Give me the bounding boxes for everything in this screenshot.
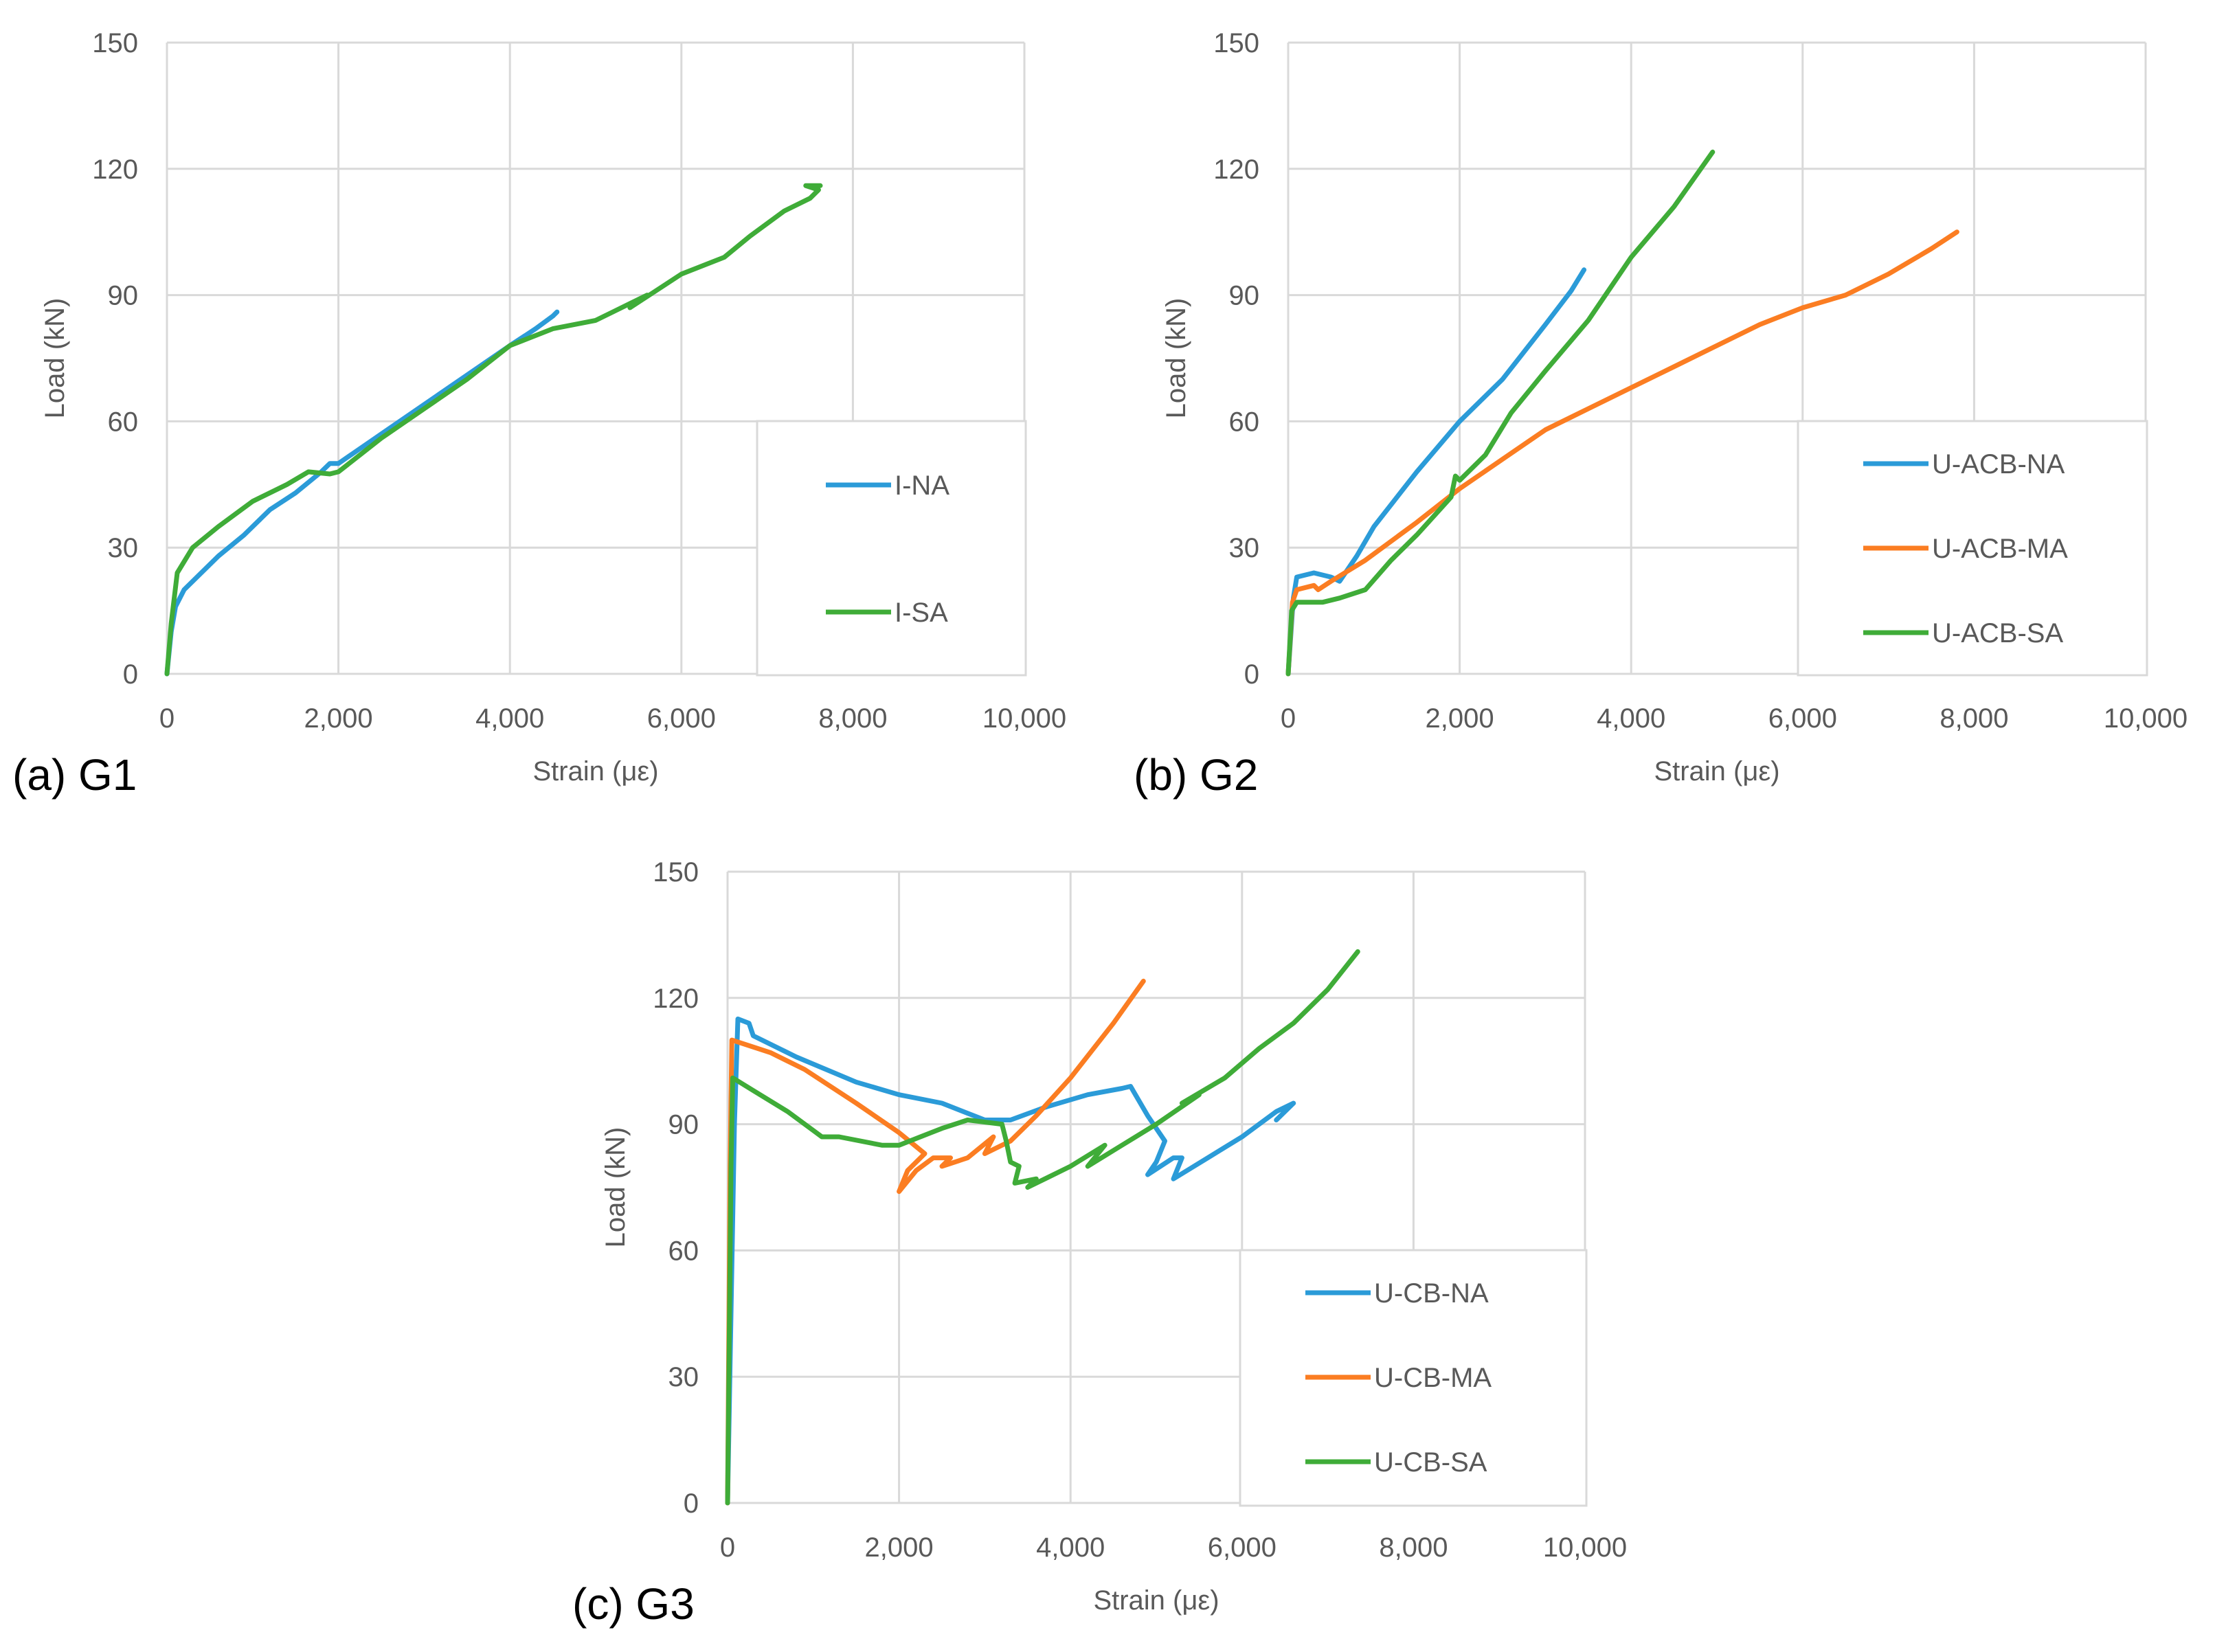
y-tick-label: 60 [1229, 407, 1260, 437]
series-line-i-na [164, 309, 560, 677]
x-tick-label: 10,000 [1543, 1532, 1627, 1563]
x-tick-label: 8,000 [1379, 1532, 1448, 1563]
y-axis-title: Load (kN) [40, 298, 70, 419]
series-line-u-cb-ma [725, 978, 1146, 1506]
series-line-u-acb-na [1285, 267, 1587, 677]
series-line-u-acb-sa [1285, 149, 1716, 677]
x-tick-label: 10,000 [2104, 703, 2188, 734]
legend-label: U-CB-NA [1374, 1278, 1489, 1309]
x-tick-label: 0 [720, 1532, 735, 1563]
x-tick-label: 10,000 [982, 703, 1066, 734]
legend-label: I-NA [895, 471, 949, 501]
y-tick-label: 90 [668, 1110, 699, 1140]
y-axis-title: Load (kN) [600, 1127, 631, 1248]
y-tick-label: 30 [1229, 533, 1260, 563]
x-tick-label: 4,000 [475, 703, 544, 734]
x-axis-title: Strain (με) [1654, 756, 1779, 787]
y-tick-label: 120 [1213, 155, 1259, 185]
legend-label: U-ACB-NA [1932, 449, 2065, 479]
y-tick-label: 0 [123, 659, 138, 690]
x-tick-label: 4,000 [1597, 703, 1665, 734]
y-tick-label: 150 [653, 857, 699, 887]
series-line-u-acb-ma [1285, 229, 1959, 677]
x-axis-title: Strain (με) [1093, 1585, 1219, 1616]
y-tick-label: 90 [108, 281, 139, 311]
x-axis-title: Strain (με) [532, 756, 658, 787]
y-axis-title: Load (kN) [1161, 298, 1191, 419]
legend-label: U-ACB-SA [1932, 618, 2063, 648]
x-tick-label: 2,000 [1426, 703, 1494, 734]
panel-label: (c) G3 [572, 1579, 695, 1629]
y-tick-label: 30 [668, 1362, 699, 1392]
x-tick-label: 2,000 [865, 1532, 934, 1563]
legend-label: I-SA [895, 598, 948, 628]
legend-box [756, 420, 1027, 677]
series-line-u-cb-na [725, 1016, 1296, 1506]
y-tick-label: 30 [108, 533, 139, 563]
y-tick-label: 90 [1229, 281, 1260, 311]
x-tick-label: 0 [159, 703, 175, 734]
x-tick-label: 4,000 [1036, 1532, 1105, 1563]
y-tick-label: 150 [1213, 28, 1259, 58]
x-tick-label: 6,000 [1208, 1532, 1277, 1563]
legend-label: U-ACB-MA [1932, 534, 2068, 564]
y-tick-label: 60 [108, 407, 139, 437]
y-tick-label: 0 [684, 1489, 699, 1519]
x-tick-label: 8,000 [1939, 703, 2008, 734]
legend-label: U-CB-MA [1374, 1363, 1492, 1393]
chart-panel-1: 0 30 60 90 120 150 0 2,000 4,000 6,000 8,000 10,000… [12, 28, 1066, 800]
legend-box [1239, 1249, 1588, 1507]
y-tick-label: 60 [668, 1236, 699, 1266]
y-tick-label: 120 [92, 155, 138, 185]
y-tick-label: 150 [92, 28, 138, 58]
series-line-i-sa [164, 183, 823, 677]
legend-label: U-CB-SA [1374, 1447, 1487, 1478]
series-line-u-cb-sa [725, 949, 1360, 1506]
legend-box [1797, 420, 2148, 677]
x-tick-label: 8,000 [818, 703, 887, 734]
panel-label: (a) G1 [12, 750, 137, 800]
panel-label: (b) G2 [1134, 750, 1258, 800]
chart-panel-2: 0 30 60 90 120 150 0 2,000 4,000 6,000 8,000 10,000… [1134, 28, 2188, 800]
x-tick-label: 2,000 [304, 703, 373, 734]
x-tick-label: 6,000 [647, 703, 716, 734]
y-tick-label: 120 [653, 984, 699, 1014]
chart-panel-3: 0 30 60 90 120 150 0 2,000 4,000 6,000 8,000 10,000… [572, 857, 1627, 1629]
y-tick-label: 0 [1244, 659, 1259, 690]
x-tick-label: 6,000 [1768, 703, 1837, 734]
x-tick-label: 0 [1281, 703, 1296, 734]
